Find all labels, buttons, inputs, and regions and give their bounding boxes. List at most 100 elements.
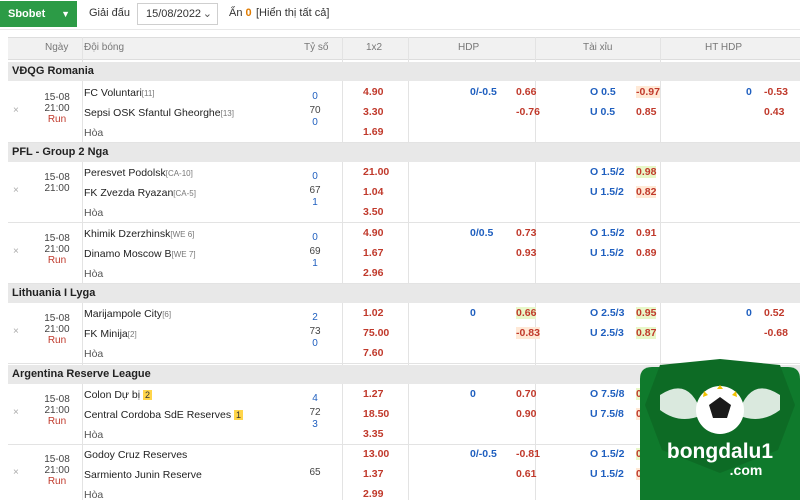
home-team[interactable]: Godoy Cruz Reserves [84,449,187,461]
odds-home[interactable]: 1.02 [363,307,384,319]
away-name: Dinamo Moscow B [84,248,172,260]
remove-icon[interactable]: × [13,246,19,257]
home-team[interactable]: FC Voluntari[11] [84,87,155,99]
away-team[interactable]: Central Cordoba SdE Reserves 1 [84,409,244,421]
odds-away[interactable]: 18.50 [363,408,390,420]
match-clock: 21:00 [44,405,70,416]
home-team[interactable]: Peresvet Podolsk[CA-10] [84,167,193,179]
ou-under-odds[interactable]: 0.89 [636,247,657,259]
ou-under-odds[interactable]: 0.82 [636,186,657,198]
ou-under-odds[interactable]: 0.87 [636,327,657,339]
home-rank: [CA-10] [165,169,193,178]
league-header[interactable]: Lithuania I Lyga [8,284,800,303]
remove-icon[interactable]: × [13,467,19,478]
ou-over-odds[interactable]: 0.91 [636,227,657,239]
odds-away[interactable]: 1.04 [363,186,384,198]
away-name: Sepsi OSK Sfantul Gheorghe [84,107,221,119]
remove-icon[interactable]: × [13,326,19,337]
ou-under-line: U 1.5/2 [590,186,624,198]
score-home: 0 [312,232,318,243]
home-name: Khimik Dzerzhinsk [84,228,171,240]
hdp-line: 0/-0.5 [470,448,497,460]
ou-over-odds[interactable]: 0.95 [636,307,657,319]
match-row: × 15-08 21:00 Run Marijampole City[6] FK Mini… [8,304,800,364]
draw-label: Hòa [84,207,104,219]
home-team[interactable]: Marijampole City[6] [84,308,171,320]
hdp-home-odds[interactable]: 0.66 [516,86,537,98]
col-time: Ngày [45,42,69,53]
odds-draw[interactable]: 1.69 [363,126,384,138]
ou-under-odds[interactable]: 0.85 [636,106,657,118]
away-rank: [CA-5] [173,189,196,198]
hdp-line: 0/0.5 [470,227,494,239]
hidden-label: Ẩn [229,7,243,19]
odds-home[interactable]: 4.90 [363,227,384,239]
league-header[interactable]: Argentina Reserve League [8,365,800,384]
away-team[interactable]: FK Minija[2] [84,328,137,340]
draw-label: Hòa [84,127,104,139]
odds-home[interactable]: 1.27 [363,388,384,400]
match-row: × 15-08 21:00 Peresvet Podolsk[CA-10] FK Zve… [8,163,800,223]
odds-draw[interactable]: 3.35 [363,428,384,440]
draw-label: Hòa [84,429,104,441]
hdp-home-odds[interactable]: -0.81 [516,448,540,460]
odds-away[interactable]: 3.30 [363,106,384,118]
match-date: 15-08 [44,454,70,465]
home-team[interactable]: Khimik Dzerzhinsk[WE 6] [84,228,194,240]
ht-home-odds[interactable]: -0.53 [764,86,788,98]
odds-home[interactable]: 13.00 [363,448,390,460]
svg-text:.com: .com [730,462,763,478]
hdp-away-odds[interactable]: 0.93 [516,247,537,259]
ht-hdp-line: 0 [746,307,752,319]
hdp-away-odds[interactable]: 0.90 [516,408,537,420]
home-team[interactable]: Colon Dự bị 2 [84,389,152,401]
odds-away[interactable]: 1.67 [363,247,384,259]
hdp-home-odds[interactable]: 0.66 [516,307,537,319]
odds-away[interactable]: 1.37 [363,468,384,480]
away-team[interactable]: Dinamo Moscow B[WE 7] [84,248,196,260]
hdp-away-odds[interactable]: -0.76 [516,106,540,118]
league-filter-button[interactable]: Giải đấu [81,3,138,25]
away-rank: [2] [127,330,137,339]
match-status: Run [47,476,67,487]
toolbar: Sbobet ▼ Giải đấu 15/08/2022 ⌄ Ẩn 0 [Hiể… [0,0,800,30]
match-row: × 15-08 21:00 Run Colon Dự bị 2 Central Cordo… [8,385,800,445]
remove-icon[interactable]: × [13,185,19,196]
away-team[interactable]: Sarmiento Junin Reserve [84,469,202,481]
show-all-link[interactable]: [Hiển thị tất cả] [256,7,330,19]
ht-away-odds[interactable]: -0.68 [764,327,788,339]
hdp-home-odds[interactable]: 0.73 [516,227,537,239]
hdp-away-odds[interactable]: 0.61 [516,468,537,480]
ou-over-line: O 7.5/8 [590,388,625,400]
remove-icon[interactable]: × [13,407,19,418]
league-header[interactable]: PFL - Group 2 Nga [8,143,800,162]
remove-icon[interactable]: × [13,105,19,116]
odds-draw[interactable]: 3.50 [363,206,384,218]
score-away: 1 [312,197,318,208]
hdp-home-odds[interactable]: 0.70 [516,388,537,400]
away-team[interactable]: Sepsi OSK Sfantul Gheorghe[13] [84,107,234,119]
ou-over-odds[interactable]: 0.98 [636,166,657,178]
away-team[interactable]: FK Zvezda Ryazan[CA-5] [84,187,196,199]
match-minute: 65 [309,467,321,478]
odds-draw[interactable]: 2.96 [363,267,384,279]
odds-home[interactable]: 21.00 [363,166,390,178]
logo-text: bongdalu1 [667,440,773,463]
ou-over-line: O 2.5/3 [590,307,625,319]
home-rank: [6] [162,310,172,319]
date-select[interactable]: 15/08/2022 ⌄ [137,3,218,25]
ht-away-odds[interactable]: 0.43 [764,106,785,118]
hdp-away-odds[interactable]: -0.83 [516,327,540,339]
bookmaker-select[interactable]: Sbobet ▼ [0,1,77,27]
odds-home[interactable]: 4.90 [363,86,384,98]
odds-away[interactable]: 75.00 [363,327,390,339]
bongdalu-logo: bongdalu1 .com [640,359,800,500]
odds-draw[interactable]: 7.60 [363,347,384,359]
odds-draw[interactable]: 2.99 [363,488,384,500]
ou-over-odds[interactable]: -0.97 [636,86,660,98]
league-header[interactable]: VĐQG Romania [8,62,800,81]
ht-home-odds[interactable]: 0.52 [764,307,785,319]
home-name: FC Voluntari [84,87,142,99]
match-minute: 67 [309,185,321,196]
